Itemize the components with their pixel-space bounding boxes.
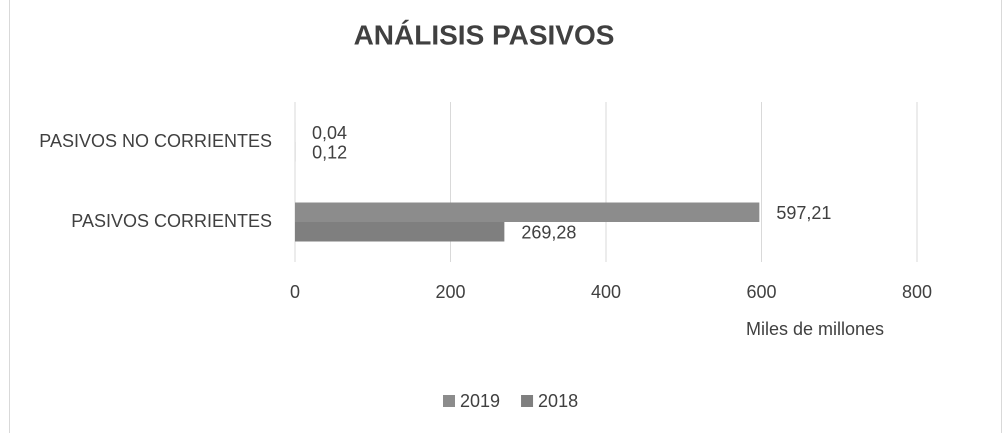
x-tick-label: 400 bbox=[591, 282, 621, 302]
bar bbox=[295, 222, 505, 242]
x-tick-label: 0 bbox=[290, 282, 300, 302]
x-tick-label: 600 bbox=[746, 282, 776, 302]
legend-swatch bbox=[443, 395, 455, 407]
x-axis-title: Miles de millones bbox=[746, 319, 884, 339]
chart-title: ANÁLISIS PASIVOS bbox=[354, 19, 615, 50]
legend-label: 2019 bbox=[460, 391, 500, 411]
y-tick-label: PASIVOS NO CORRIENTES bbox=[39, 131, 272, 151]
legend-label: 2018 bbox=[538, 391, 578, 411]
x-tick-label: 200 bbox=[435, 282, 465, 302]
data-label: 0,12 bbox=[312, 143, 347, 163]
x-tick-label: 800 bbox=[902, 282, 932, 302]
y-tick-label: PASIVOS CORRIENTES bbox=[71, 211, 272, 231]
data-label: 0,04 bbox=[312, 123, 347, 143]
data-label: 597,21 bbox=[776, 203, 831, 223]
legend-swatch bbox=[521, 395, 534, 407]
data-label: 269,28 bbox=[521, 223, 576, 243]
bar bbox=[295, 202, 760, 222]
